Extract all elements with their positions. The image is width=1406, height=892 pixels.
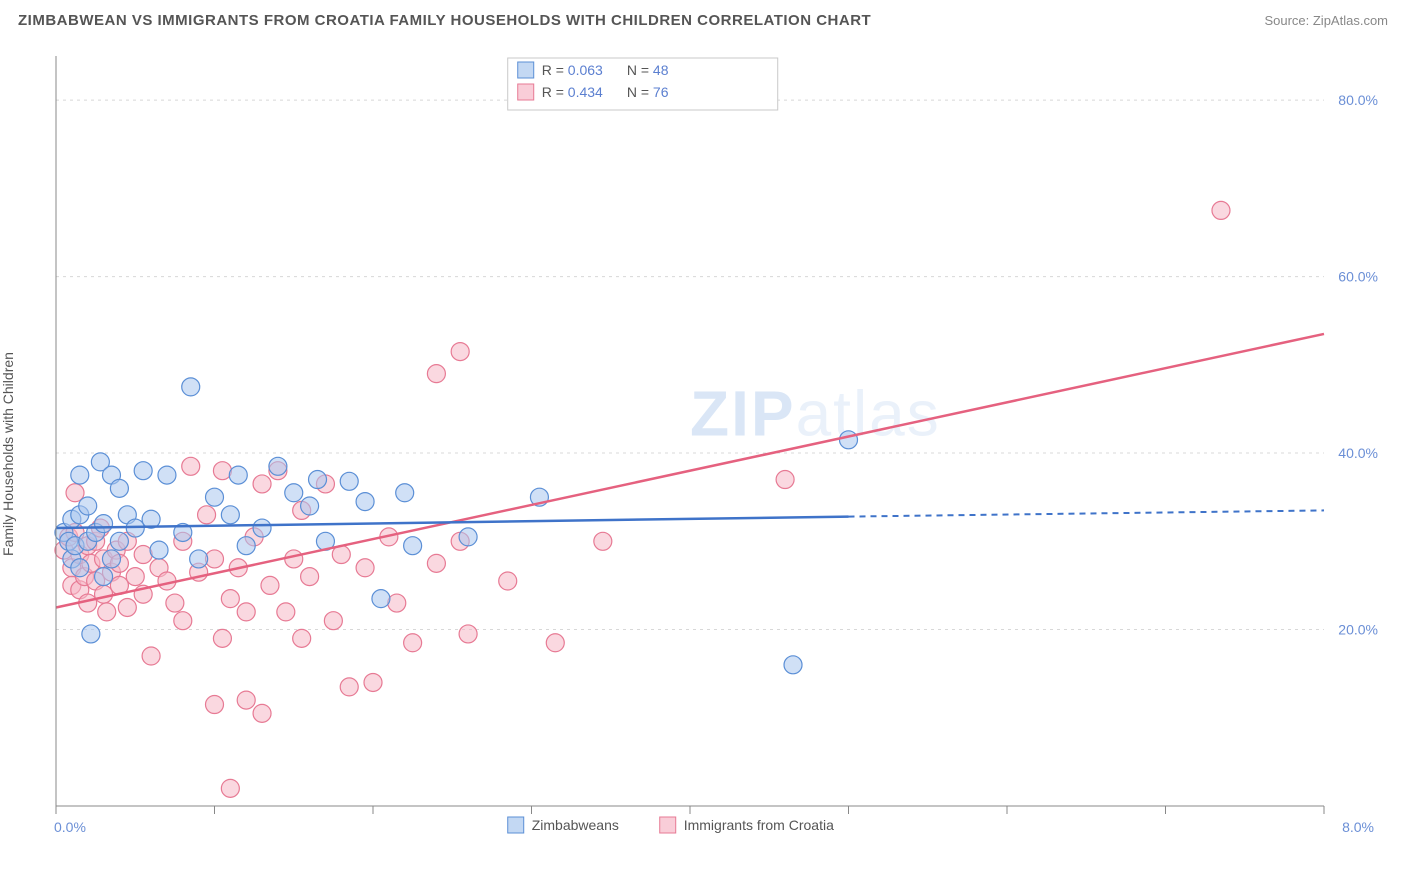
croatia-point [451,343,469,361]
croatia-point [142,647,160,665]
croatia-point [198,506,216,524]
croatia-point [134,546,152,564]
zimbabwean-point [237,537,255,555]
croatia-point [427,554,445,572]
croatia-point [253,704,271,722]
croatia-point [221,779,239,797]
zimbabwean-point [206,488,224,506]
zimbabwean-point [102,550,120,568]
zimbabwean-point [158,466,176,484]
zimbabwean-point [340,472,358,490]
zimbabwean-point [404,537,422,555]
croatia-point [427,365,445,383]
croatia-point [293,629,311,647]
zimbabwean-point [309,471,327,489]
zimbabwean-point [95,568,113,586]
croatia-point [206,696,224,714]
croatia-point [499,572,517,590]
zimbabwean-point [840,431,858,449]
legend-swatch [660,817,676,833]
source-attribution: Source: ZipAtlas.com [1264,13,1388,28]
zimbabwean-point [784,656,802,674]
x-tick-label: 8.0% [1342,819,1374,835]
zimbabwean-point [372,590,390,608]
croatia-point [237,691,255,709]
watermark: ZIPatlas [690,377,941,449]
legend-swatch [508,817,524,833]
croatia-point [95,585,113,603]
zimbabwean-point [82,625,100,643]
zimbabwean-point [79,497,97,515]
zimbabwean-point [221,506,239,524]
croatia-point [364,673,382,691]
y-tick-label: 20.0% [1338,622,1378,638]
zimbabwean-point [182,378,200,396]
croatia-point [213,629,231,647]
zimbabwean-point [269,457,287,475]
croatia-point [301,568,319,586]
croatia-point [776,471,794,489]
regression-line [56,517,849,528]
y-tick-label: 60.0% [1338,269,1378,285]
croatia-point [404,634,422,652]
croatia-point [546,634,564,652]
croatia-point [213,462,231,480]
chart-area: 20.0%40.0%60.0%80.0%ZIPatlas0.0%8.0%R = … [50,50,1386,842]
croatia-point [221,590,239,608]
y-tick-label: 80.0% [1338,92,1378,108]
chart-title: ZIMBABWEAN VS IMMIGRANTS FROM CROATIA FA… [18,12,871,29]
croatia-point [277,603,295,621]
zimbabwean-point [190,550,208,568]
croatia-point [356,559,374,577]
croatia-point [98,603,116,621]
croatia-point [340,678,358,696]
croatia-point [1212,201,1230,219]
y-axis-label: Family Households with Children [0,352,16,556]
croatia-point [594,532,612,550]
x-tick-label: 0.0% [54,819,86,835]
croatia-point [285,550,303,568]
zimbabwean-point [396,484,414,502]
legend-series-label: Immigrants from Croatia [684,817,834,833]
zimbabwean-point [110,532,128,550]
zimbabwean-point [253,519,271,537]
zimbabwean-point [301,497,319,515]
croatia-point [166,594,184,612]
zimbabwean-point [229,466,247,484]
zimbabwean-point [95,515,113,533]
zimbabwean-point [459,528,477,546]
legend-swatch [518,84,534,100]
zimbabwean-point [356,493,374,511]
croatia-point [237,603,255,621]
croatia-point [182,457,200,475]
croatia-point [388,594,406,612]
legend-series-label: Zimbabweans [532,817,619,833]
zimbabwean-point [71,466,89,484]
croatia-point [324,612,342,630]
croatia-point [253,475,271,493]
y-tick-label: 40.0% [1338,445,1378,461]
zimbabwean-point [110,479,128,497]
zimbabwean-point [71,559,89,577]
regression-line-extrapolated [849,510,1325,516]
croatia-point [174,612,192,630]
croatia-point [261,576,279,594]
zimbabwean-point [285,484,303,502]
croatia-point [118,598,136,616]
croatia-point [459,625,477,643]
chart-svg: 20.0%40.0%60.0%80.0%ZIPatlas0.0%8.0%R = … [50,50,1386,842]
legend-swatch [518,62,534,78]
zimbabwean-point [134,462,152,480]
croatia-point [126,568,144,586]
zimbabwean-point [150,541,168,559]
